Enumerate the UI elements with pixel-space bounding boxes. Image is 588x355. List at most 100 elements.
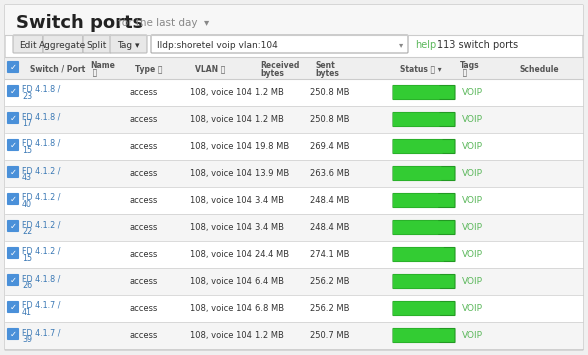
FancyBboxPatch shape [151,35,408,53]
Text: access: access [130,88,158,97]
Text: FD 4.1.2 /: FD 4.1.2 / [22,166,61,175]
Text: 19.8 MB: 19.8 MB [255,142,289,151]
FancyBboxPatch shape [8,140,18,151]
FancyBboxPatch shape [8,166,18,178]
Text: 269.4 MB: 269.4 MB [310,142,349,151]
Text: Name: Name [90,61,115,71]
Text: ✓: ✓ [9,195,16,203]
Text: 108, voice 104: 108, voice 104 [190,115,252,124]
FancyBboxPatch shape [5,106,583,133]
Text: 256.2 MB: 256.2 MB [310,277,349,286]
Text: 24.4 MB: 24.4 MB [255,250,289,259]
FancyBboxPatch shape [393,274,440,289]
Text: VOIP: VOIP [462,115,483,124]
FancyBboxPatch shape [393,140,443,153]
Text: 108, voice 104: 108, voice 104 [190,223,252,232]
Text: 256.2 MB: 256.2 MB [310,304,349,313]
FancyBboxPatch shape [43,35,83,53]
FancyBboxPatch shape [5,160,583,187]
FancyBboxPatch shape [393,301,455,316]
Text: FD 4.1.2 /: FD 4.1.2 / [22,193,61,202]
Text: Type ⓘ: Type ⓘ [135,65,162,73]
Text: 1.2 MB: 1.2 MB [255,88,284,97]
Text: help: help [415,40,436,50]
Text: 3.4 MB: 3.4 MB [255,223,284,232]
Text: ✓: ✓ [9,87,16,95]
Text: 248.4 MB: 248.4 MB [310,196,349,205]
Text: ✓: ✓ [9,168,16,176]
Text: 250.8 MB: 250.8 MB [310,88,349,97]
FancyBboxPatch shape [393,328,439,343]
Text: 108, voice 104: 108, voice 104 [190,250,252,259]
Text: VOIP: VOIP [462,169,483,178]
Text: FD 4.1.2 /: FD 4.1.2 / [22,247,61,256]
Text: Status ⓘ ▾: Status ⓘ ▾ [400,65,442,73]
Text: ✓: ✓ [9,63,16,72]
Text: Split: Split [87,40,107,49]
Text: 1.2 MB: 1.2 MB [255,331,284,340]
Text: 108, voice 104: 108, voice 104 [190,88,252,97]
FancyBboxPatch shape [393,274,455,289]
FancyBboxPatch shape [5,79,583,106]
Text: access: access [130,169,158,178]
Text: 108, voice 104: 108, voice 104 [190,142,252,151]
Text: 250.8 MB: 250.8 MB [310,115,349,124]
Text: 13.9 MB: 13.9 MB [255,169,289,178]
Text: 40: 40 [22,200,32,209]
FancyBboxPatch shape [393,193,438,208]
Text: 23: 23 [22,92,32,101]
Text: access: access [130,304,158,313]
FancyBboxPatch shape [393,328,455,343]
Text: 108, voice 104: 108, voice 104 [190,196,252,205]
FancyBboxPatch shape [393,166,442,180]
Text: VOIP: VOIP [462,223,483,232]
Text: Schedule: Schedule [520,65,560,73]
Text: 3.4 MB: 3.4 MB [255,196,284,205]
Text: ✓: ✓ [9,302,16,311]
FancyBboxPatch shape [5,133,583,160]
Text: 22: 22 [22,227,32,236]
Text: access: access [130,223,158,232]
Text: ✓: ✓ [9,275,16,284]
FancyBboxPatch shape [13,35,43,53]
Text: Switch ports: Switch ports [16,14,143,32]
Text: ⓘ: ⓘ [90,69,97,77]
Text: bytes: bytes [315,69,339,77]
FancyBboxPatch shape [5,214,583,241]
FancyBboxPatch shape [8,61,18,72]
Text: 15: 15 [22,254,32,263]
Text: FD 4.1.8 /: FD 4.1.8 / [22,85,61,94]
Text: access: access [130,250,158,259]
Text: 113 switch ports: 113 switch ports [437,40,518,50]
FancyBboxPatch shape [110,35,147,53]
FancyBboxPatch shape [393,220,455,235]
FancyBboxPatch shape [5,187,583,214]
FancyBboxPatch shape [393,166,455,180]
Text: lldp:shoretel voip vlan:104: lldp:shoretel voip vlan:104 [157,40,278,49]
Text: bytes: bytes [260,69,284,77]
FancyBboxPatch shape [8,193,18,204]
FancyBboxPatch shape [393,140,455,153]
Text: 108, voice 104: 108, voice 104 [190,304,252,313]
Text: ✓: ✓ [9,248,16,257]
Text: access: access [130,331,158,340]
Text: access: access [130,277,158,286]
FancyBboxPatch shape [8,247,18,258]
FancyBboxPatch shape [5,268,583,295]
Text: ✓: ✓ [9,222,16,230]
FancyBboxPatch shape [5,295,583,322]
Text: access: access [130,115,158,124]
Text: 108, voice 104: 108, voice 104 [190,277,252,286]
FancyBboxPatch shape [393,220,438,235]
Text: VOIP: VOIP [462,331,483,340]
Text: 6.8 MB: 6.8 MB [255,304,284,313]
Text: FD 4.1.8 /: FD 4.1.8 / [22,112,61,121]
Text: ⓘ: ⓘ [460,69,467,77]
FancyBboxPatch shape [393,113,439,126]
Text: ✓: ✓ [9,329,16,339]
FancyBboxPatch shape [83,35,111,53]
Text: 39: 39 [22,335,32,344]
FancyBboxPatch shape [8,274,18,285]
Text: VOIP: VOIP [462,250,483,259]
FancyBboxPatch shape [5,5,583,35]
